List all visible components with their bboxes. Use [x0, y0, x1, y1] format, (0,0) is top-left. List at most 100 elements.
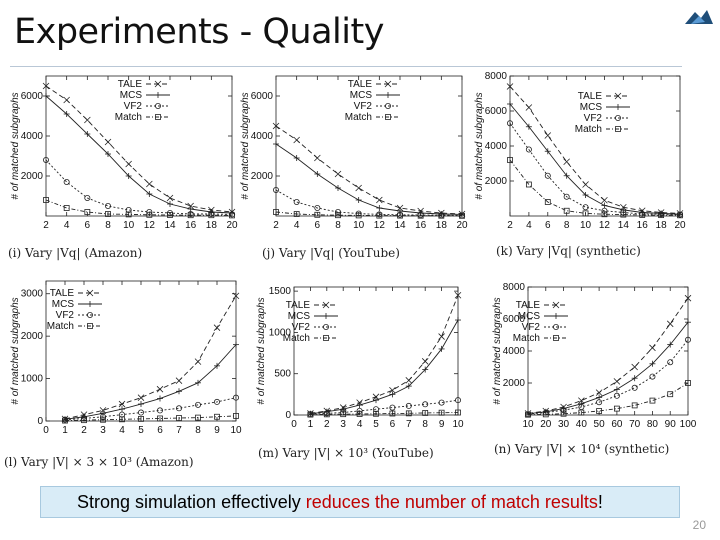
data-point	[156, 407, 163, 414]
series-line	[509, 103, 681, 215]
chart-k-plot: 2000 4000 6000 8000 2 4 6 8 10 12 14 16 18 20 # of mat…	[474, 71, 686, 231]
legend-label: MCS	[288, 311, 311, 322]
chart-j: 2000 4000 6000 2 4 6 8 10 12 14 16 18 20 # of matched…	[234, 70, 468, 247]
data-point	[214, 362, 220, 369]
data-point	[373, 410, 379, 417]
y-tick-label: 4000	[485, 141, 508, 152]
legend-marker	[553, 313, 559, 319]
data-point	[156, 385, 164, 393]
data-point	[214, 413, 220, 420]
series-match	[507, 157, 683, 219]
conclusion-callout: Strong simulation effectively reduces th…	[40, 486, 680, 518]
legend-marker	[614, 115, 621, 122]
data-point	[125, 211, 132, 218]
data-point	[631, 363, 638, 371]
x-tick-label: 20	[456, 220, 468, 231]
legend-marker	[323, 324, 330, 331]
legend-label: VF2	[292, 322, 311, 333]
y-tick-label: 6000	[503, 314, 526, 325]
series-tale	[307, 291, 462, 417]
x-tick-label: 12	[144, 220, 156, 231]
series-line	[527, 339, 689, 415]
data-point	[582, 192, 589, 198]
legend-marker	[384, 103, 391, 110]
data-point	[658, 212, 665, 219]
data-point	[639, 212, 646, 218]
y-tick-label: 1000	[269, 327, 292, 338]
series-match	[62, 413, 239, 424]
data-point	[438, 333, 445, 340]
y-tick-label: 2000	[251, 171, 274, 182]
data-point	[422, 410, 429, 416]
data-point	[613, 405, 620, 412]
data-point	[293, 155, 300, 161]
chart-m: 0 500 1000 1500 0 1 2 3 4 5 6 7 8 9 10 # of matched sub…	[250, 275, 465, 456]
x-tick-label: 14	[394, 220, 406, 231]
x-tick-label: 2	[507, 220, 513, 231]
x-tick-label: 0	[43, 425, 49, 436]
data-point	[507, 120, 514, 127]
data-point	[84, 116, 91, 124]
data-point	[42, 82, 50, 90]
data-point	[100, 410, 106, 417]
data-point	[125, 173, 132, 179]
data-point	[273, 187, 280, 194]
legend-marker	[154, 103, 161, 110]
callout-highlight: reduces the number of match results	[305, 492, 598, 512]
data-point	[335, 185, 341, 191]
data-point	[667, 341, 674, 348]
y-axis-label: # of matched subgraphs	[474, 92, 485, 199]
data-point	[454, 291, 462, 299]
legend-label: Match	[115, 112, 142, 123]
x-tick-label: 7	[176, 425, 182, 436]
legend-marker	[553, 335, 559, 341]
data-point	[454, 397, 461, 404]
data-point	[525, 104, 533, 111]
series-match	[525, 380, 691, 418]
data-point	[167, 201, 173, 207]
plot-frame	[45, 75, 233, 217]
series-line	[527, 382, 689, 416]
data-point	[272, 122, 280, 130]
page-number: 20	[692, 518, 706, 532]
legend-label: MCS	[580, 102, 603, 113]
series-line	[45, 85, 233, 213]
data-point	[542, 411, 549, 418]
data-point	[356, 411, 363, 417]
data-point	[176, 388, 182, 395]
data-point	[613, 392, 620, 399]
data-point	[187, 212, 194, 219]
legend-marker	[385, 114, 391, 120]
data-point	[649, 397, 656, 404]
x-tick-label: 10	[452, 419, 464, 430]
series-line	[275, 189, 463, 216]
legend-marker	[154, 80, 162, 88]
x-tick-label: 1	[308, 419, 314, 430]
x-tick-label: 5	[138, 425, 144, 436]
series-mcs	[307, 317, 461, 417]
data-point	[376, 205, 383, 211]
series-match	[307, 409, 461, 418]
data-point	[340, 406, 347, 413]
data-point	[596, 399, 603, 406]
series-line	[64, 295, 237, 420]
x-tick-label: 20	[540, 419, 552, 430]
callout-text-end: !	[597, 492, 603, 512]
x-tick-label: 4	[357, 419, 363, 430]
legend-label: MCS	[518, 311, 541, 322]
plot-frame	[293, 286, 459, 416]
series-vf2	[62, 394, 239, 423]
x-tick-label: 100	[680, 419, 697, 430]
data-point	[138, 401, 144, 408]
data-point	[631, 384, 638, 391]
series-tale	[524, 294, 692, 417]
legend-label: VF2	[56, 310, 75, 321]
x-tick-label: 80	[647, 419, 659, 430]
series-line	[527, 321, 689, 415]
data-point	[157, 415, 163, 422]
x-tick-label: 8	[335, 220, 341, 231]
x-tick-label: 16	[185, 220, 197, 231]
title-divider	[10, 66, 682, 67]
data-point	[578, 409, 585, 416]
data-point	[340, 411, 347, 418]
